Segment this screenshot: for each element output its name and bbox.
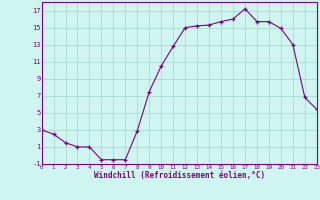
X-axis label: Windchill (Refroidissement éolien,°C): Windchill (Refroidissement éolien,°C) [94,171,265,180]
